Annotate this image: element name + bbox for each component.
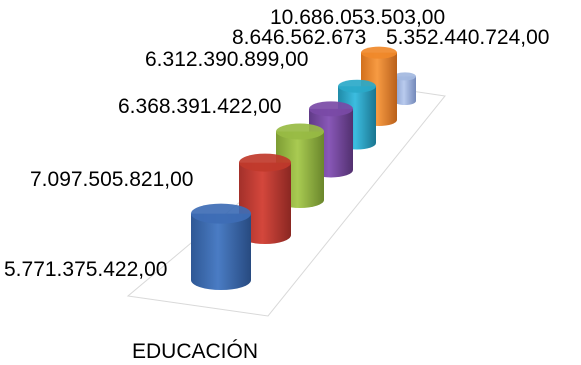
bar bbox=[394, 72, 416, 105]
data-label: 8.646.562.673 bbox=[232, 26, 366, 49]
bar-body bbox=[394, 76, 416, 105]
category-label: EDUCACIÓN bbox=[132, 340, 258, 363]
bars-layer bbox=[191, 46, 416, 290]
bar-top bbox=[361, 46, 397, 59]
bar bbox=[239, 153, 291, 244]
data-label: 5.352.440.724,00 bbox=[386, 26, 550, 49]
bar-top bbox=[309, 101, 353, 117]
data-label: 6.368.391.422,00 bbox=[118, 95, 282, 118]
data-label: 6.312.390.899,00 bbox=[145, 48, 309, 71]
data-labels-layer: 5.771.375.422,00 7.097.505.821,00 6.368.… bbox=[4, 6, 550, 281]
bar-body bbox=[191, 213, 251, 290]
data-label: 7.097.505.821,00 bbox=[30, 168, 194, 191]
bar-top bbox=[394, 72, 416, 81]
data-label: 5.771.375.422,00 bbox=[4, 258, 168, 281]
bar-top bbox=[239, 153, 291, 172]
bar-top bbox=[191, 203, 251, 224]
bar-top bbox=[338, 79, 376, 93]
bar bbox=[191, 203, 251, 290]
data-label: 10.686.053.503,00 bbox=[270, 6, 445, 29]
bar-top bbox=[276, 123, 324, 140]
bar-body bbox=[239, 162, 291, 244]
